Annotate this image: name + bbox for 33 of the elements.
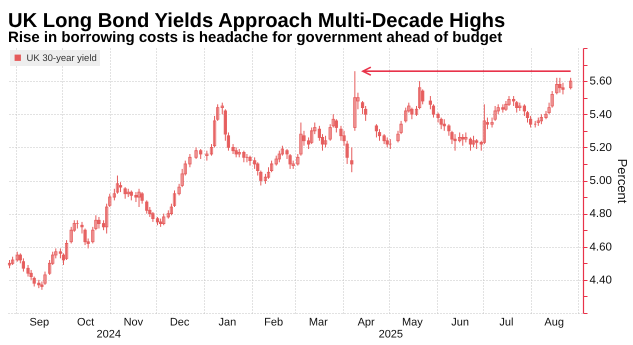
y-tick-label: 4.80	[590, 208, 612, 220]
candlestick	[472, 135, 476, 148]
x-tick-label: Aug	[544, 316, 564, 328]
candlestick	[555, 77, 558, 95]
x-tick-label: Sep	[30, 316, 50, 328]
x-tick-label: Mar	[308, 316, 328, 328]
x2-tick-label: 2024	[96, 328, 121, 340]
legend-label: UK 30-year yield	[26, 52, 97, 64]
x2-tick-label: 2025	[378, 328, 404, 340]
x-tick-label: Jun	[451, 316, 470, 328]
candlestick	[324, 135, 328, 148]
candlestick	[350, 146, 354, 173]
x-tick-label: Nov	[124, 316, 144, 328]
y-axis-title: Percent	[614, 158, 630, 204]
y-tick-label: 5.60	[590, 76, 612, 88]
y-tick-label: 4.60	[590, 241, 612, 254]
x-tick-label: May	[402, 316, 424, 328]
x-tick-label: Feb	[264, 316, 284, 328]
x-tick-label: Oct	[77, 316, 94, 328]
y-tick-label: 5.20	[590, 142, 612, 154]
candlestick	[569, 77, 572, 90]
y-tick-label: 5.40	[590, 108, 612, 121]
x-tick-label: Apr	[358, 316, 376, 328]
y-tick-label: 4.40	[590, 274, 612, 286]
chart-title: UK Long Bond Yields Approach Multi-Decade Highs	[8, 10, 506, 32]
x-tick-label: Jan	[218, 316, 236, 328]
x-tick-label: Dec	[170, 316, 190, 328]
candlestick	[536, 117, 540, 126]
candlestick	[353, 70, 356, 132]
candlestick	[137, 188, 141, 208]
x-tick-label: Jul	[499, 316, 514, 328]
candlestick	[11, 256, 14, 266]
y-tick-label: 5.00	[590, 175, 612, 187]
